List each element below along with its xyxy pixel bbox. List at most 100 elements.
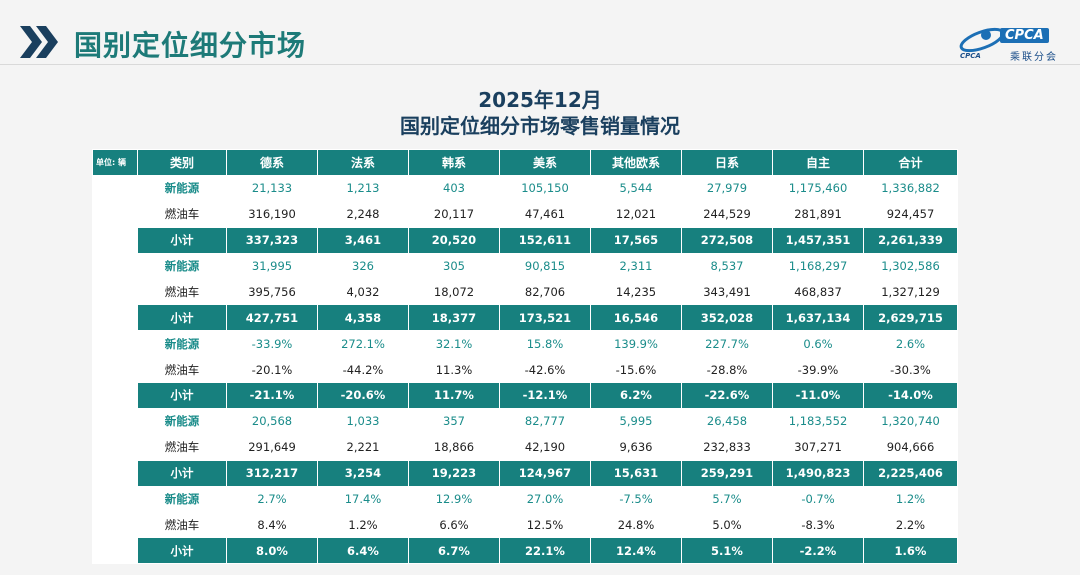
table-cell: 427,751 — [226, 304, 318, 332]
row-label: 小计 — [137, 226, 227, 254]
table-cell: 244,529 — [681, 200, 773, 228]
header-divider — [0, 64, 1080, 65]
table-cell: 2,221 — [317, 433, 409, 461]
table-cell: 22.1% — [499, 537, 591, 565]
table-cell: 32.1% — [408, 330, 500, 358]
table-cell: 312,217 — [226, 459, 318, 487]
table-cell: -21.1% — [226, 382, 318, 409]
table-cell: -33.9% — [226, 330, 318, 358]
report-title: 国别定位细分市场零售销量情况 — [400, 114, 680, 138]
table-cell: 3,461 — [317, 226, 409, 254]
table-cell: -15.6% — [590, 356, 682, 384]
table-cell: 904,666 — [863, 433, 958, 461]
row-label: 新能源 — [137, 330, 227, 358]
table-cell: 1,033 — [317, 407, 409, 435]
table-cell: 281,891 — [772, 200, 864, 228]
chevron-right-icon — [20, 26, 58, 58]
logo-small-text: CPCA — [960, 52, 981, 60]
table-row: 小计 312,217 3,254 19,223 124,967 15,631 259,291… — [93, 459, 958, 487]
table-cell: 1,320,740 — [863, 407, 958, 435]
group-label: 环比 — [92, 485, 138, 565]
row-label: 燃油车 — [137, 278, 227, 306]
logo-text: CPCA — [1000, 28, 1049, 43]
table-cell: 27,979 — [681, 174, 773, 202]
table-cell: 12.9% — [408, 485, 500, 513]
table-cell: 272,508 — [681, 226, 773, 254]
table-cell: 3,254 — [317, 459, 409, 487]
table-cell: 1,168,297 — [772, 252, 864, 280]
table-cell: 8,537 — [681, 252, 773, 280]
report-date: 2025年12月 — [478, 88, 602, 112]
page-title: 国别定位细分市场 — [74, 29, 307, 62]
table-cell: 6.7% — [408, 537, 500, 565]
table-header-row: 单位: 辆 类别 德系 法系 韩系 美系 其他欧系 日系 自主 合计 — [92, 149, 958, 176]
logo-subtitle: 乘联分会 — [1010, 52, 1058, 63]
table-cell: 6.4% — [317, 537, 409, 565]
table-cell: 259,291 — [681, 459, 773, 487]
header-french: 法系 — [317, 149, 409, 176]
table-cell: 6.6% — [408, 511, 500, 539]
table-cell: -42.6% — [499, 356, 591, 384]
table-cell: 5.7% — [681, 485, 773, 513]
table-cell: -14.0% — [863, 382, 958, 409]
table-cell: -28.8% — [681, 356, 773, 384]
table-cell: 6.2% — [590, 382, 682, 409]
table-cell: 8.4% — [226, 511, 318, 539]
cpca-logo: CPCA 乘联分会 CPCA — [958, 20, 1070, 64]
table-row: 燃油车 -20.1% -44.2% 11.3% -42.6% -15.6% -28.8% -3… — [93, 356, 958, 384]
header-category: 类别 — [137, 149, 227, 176]
table-cell: 9,636 — [590, 433, 682, 461]
group-label: 本月 — [92, 174, 138, 254]
table-cell: 1,457,351 — [772, 226, 864, 254]
row-label: 小计 — [137, 459, 227, 487]
table-cell: 2.7% — [226, 485, 318, 513]
table-row: 小计 8.0% 6.4% 6.7% 22.1% 12.4% 5.1% -2.2% 1.6% — [93, 537, 958, 565]
table-cell: 11.3% — [408, 356, 500, 384]
table-cell: 403 — [408, 174, 500, 202]
table-row: 小计 337,323 3,461 20,520 152,611 17,565 272,508… — [93, 226, 958, 254]
table-cell: 2.2% — [863, 511, 958, 539]
table-cell: 1,183,552 — [772, 407, 864, 435]
table-cell: 316,190 — [226, 200, 318, 228]
table-cell: 307,271 — [772, 433, 864, 461]
table-cell: 326 — [317, 252, 409, 280]
table-cell: -0.7% — [772, 485, 864, 513]
table-cell: 47,461 — [499, 200, 591, 228]
table-cell: 20,117 — [408, 200, 500, 228]
header-german: 德系 — [226, 149, 318, 176]
table-cell: 272.1% — [317, 330, 409, 358]
table-cell: 24.8% — [590, 511, 682, 539]
table-body: 本月新能源 21,133 1,213 403 105,150 5,544 27,979 1,1… — [92, 174, 958, 565]
table-cell: 305 — [408, 252, 500, 280]
table-cell: 90,815 — [499, 252, 591, 280]
table-row: 燃油车 8.4% 1.2% 6.6% 12.5% 24.8% 5.0% -8.3% 2.2% — [93, 511, 958, 539]
sales-table: 单位: 辆 类别 德系 法系 韩系 美系 其他欧系 日系 自主 合计 本月新能源… — [92, 149, 958, 565]
table-cell: 2,629,715 — [863, 304, 958, 332]
row-label: 小计 — [137, 382, 227, 409]
table-cell: 18,866 — [408, 433, 500, 461]
table-row: 燃油车 316,190 2,248 20,117 47,461 12,021 244,529… — [93, 200, 958, 228]
table-row: 本月新能源 21,133 1,213 403 105,150 5,544 27,979 1,1… — [92, 174, 958, 254]
table-row: 燃油车 395,756 4,032 18,072 82,706 14,235 343,491… — [93, 278, 958, 306]
table-cell: 1,336,882 — [863, 174, 958, 202]
row-label: 燃油车 — [137, 200, 227, 228]
table-cell: 1.2% — [863, 485, 958, 513]
row-label: 新能源 — [137, 485, 227, 513]
row-label: 小计 — [137, 537, 227, 565]
table-cell: 1,637,134 — [772, 304, 864, 332]
table-cell: 26,458 — [681, 407, 773, 435]
table-cell: 20,520 — [408, 226, 500, 254]
group-label: 同比 — [92, 330, 138, 409]
table-cell: -20.1% — [226, 356, 318, 384]
row-label: 新能源 — [137, 252, 227, 280]
table-cell: 139.9% — [590, 330, 682, 358]
table-cell: -11.0% — [772, 382, 864, 409]
header-domestic: 自主 — [772, 149, 864, 176]
table-cell: 31,995 — [226, 252, 318, 280]
row-label: 新能源 — [137, 407, 227, 435]
table-cell: 2,261,339 — [863, 226, 958, 254]
table-cell: 2.6% — [863, 330, 958, 358]
table-cell: 12.4% — [590, 537, 682, 565]
table-cell: 2,248 — [317, 200, 409, 228]
table-cell: 173,521 — [499, 304, 591, 332]
